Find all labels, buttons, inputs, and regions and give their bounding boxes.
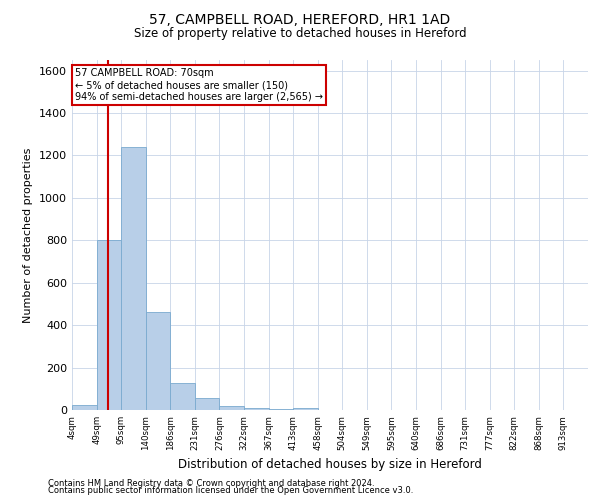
Bar <box>220 406 244 410</box>
Bar <box>146 312 170 410</box>
Text: 57, CAMPBELL ROAD, HEREFORD, HR1 1AD: 57, CAMPBELL ROAD, HEREFORD, HR1 1AD <box>149 12 451 26</box>
Bar <box>244 408 269 410</box>
Bar <box>293 408 318 410</box>
Text: Contains HM Land Registry data © Crown copyright and database right 2024.: Contains HM Land Registry data © Crown c… <box>48 478 374 488</box>
Bar <box>121 147 146 410</box>
X-axis label: Distribution of detached houses by size in Hereford: Distribution of detached houses by size … <box>178 458 482 471</box>
Bar <box>170 384 195 410</box>
Text: Contains public sector information licensed under the Open Government Licence v3: Contains public sector information licen… <box>48 486 413 495</box>
Bar <box>72 404 97 410</box>
Bar <box>195 398 220 410</box>
Bar <box>269 409 293 410</box>
Bar <box>97 240 121 410</box>
Text: 57 CAMPBELL ROAD: 70sqm
← 5% of detached houses are smaller (150)
94% of semi-de: 57 CAMPBELL ROAD: 70sqm ← 5% of detached… <box>75 68 323 102</box>
Text: Size of property relative to detached houses in Hereford: Size of property relative to detached ho… <box>134 28 466 40</box>
Y-axis label: Number of detached properties: Number of detached properties <box>23 148 34 322</box>
